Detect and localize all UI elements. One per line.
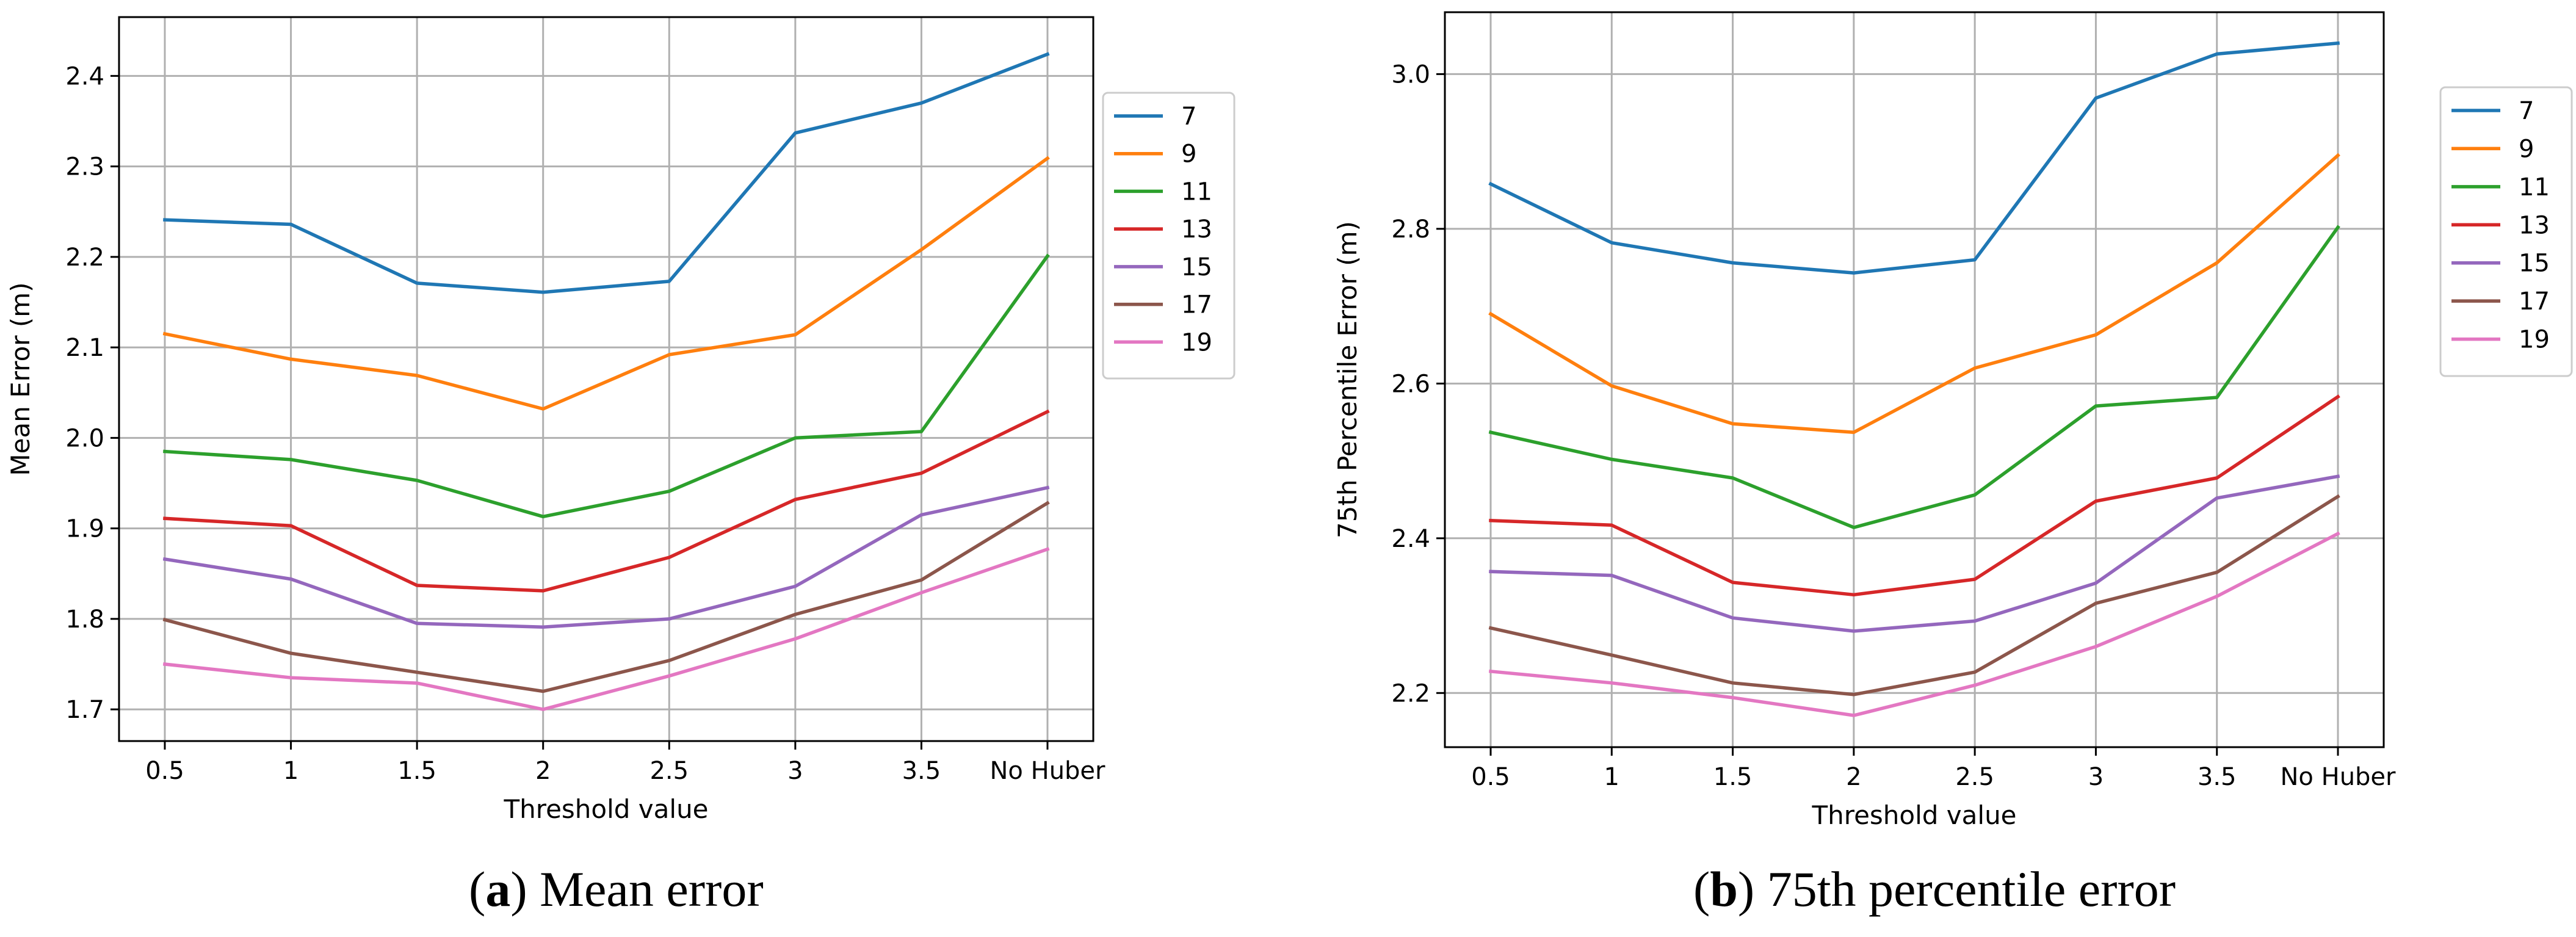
- y-tick-label: 1.8: [65, 606, 104, 634]
- chart-panel-b: 0.5 1 1.5 2 2.5 3 3.5 No Huber 2.2 2.4 2.6 2.8 3.0 Th…: [1333, 11, 2573, 830]
- y-tick-label: 2.3: [65, 153, 104, 181]
- x-tick-label: 2.5: [649, 757, 689, 785]
- x-tick-label: 2: [1846, 763, 1861, 791]
- y-tick-label: 2.2: [65, 244, 104, 272]
- y-axis-label: Mean Error (m): [5, 282, 35, 476]
- series-line-17: [1488, 494, 2340, 696]
- x-tick-label: 3.5: [902, 757, 941, 785]
- y-tick-label: 2.6: [1391, 370, 1430, 398]
- x-axis-label: Threshold value: [503, 794, 708, 824]
- caption-a: (a) Mean error: [469, 861, 764, 917]
- series-line-9: [1488, 153, 2340, 434]
- series-lines: [1488, 41, 2340, 717]
- x-tick-label: 3.5: [2198, 763, 2237, 791]
- legend-label-19: 19: [2519, 326, 2550, 354]
- legend-label-7: 7: [2519, 97, 2534, 125]
- legend-label-15: 15: [1181, 253, 1212, 281]
- series-lines: [162, 52, 1050, 711]
- plot-frame: [118, 16, 1094, 742]
- y-tick-label: 3.0: [1391, 60, 1430, 89]
- y-tick-label: 2.4: [1391, 525, 1430, 553]
- x-tick-label: 1: [283, 757, 298, 785]
- x-axis-label: Threshold value: [1811, 800, 2016, 830]
- legend: 7 9 11 13 15 17 19: [2439, 86, 2573, 377]
- plot-frame: [1444, 11, 2385, 748]
- series-line-13: [163, 409, 1050, 593]
- y-tick-label: 2.8: [1391, 215, 1430, 244]
- x-tick-label: 1: [1604, 763, 1619, 791]
- series-line-15: [1489, 474, 2340, 633]
- series-line-19: [1489, 531, 2340, 717]
- y-tick-label: 2.2: [1391, 679, 1430, 707]
- x-tick-label: No Huber: [990, 757, 1106, 785]
- grid: [119, 17, 1093, 741]
- legend-label-13: 13: [1181, 215, 1212, 244]
- series-line-11: [163, 253, 1050, 519]
- legend-label-9: 9: [2519, 135, 2534, 163]
- y-tick-label: 2.1: [65, 334, 104, 362]
- x-tick-label: 3: [787, 757, 803, 785]
- legend-label-19: 19: [1181, 328, 1212, 356]
- series-line-7: [163, 52, 1050, 294]
- series-line-7: [1488, 41, 2340, 275]
- legend-label-9: 9: [1181, 140, 1196, 168]
- x-tick-label: 1.5: [397, 757, 436, 785]
- legend-label-13: 13: [2519, 211, 2550, 239]
- x-tick-label: 3: [2088, 763, 2104, 791]
- x-tick-label: 0.5: [145, 757, 184, 785]
- y-tick-label: 1.7: [65, 696, 104, 724]
- legend-label-7: 7: [1181, 103, 1196, 131]
- x-tick-label: 0.5: [1471, 763, 1510, 791]
- chart-panel-a: 0.5 1 1.5 2 2.5 3 3.5 No Huber 1.7 1.8 1.9 2.0 2.1 2.…: [5, 16, 1236, 824]
- legend-label-15: 15: [2519, 250, 2550, 278]
- caption-b: (b) 75th percentile error: [1693, 861, 2176, 917]
- legend-label-17: 17: [2519, 288, 2550, 316]
- grid: [1445, 12, 2384, 747]
- y-tick-label: 2.4: [65, 62, 104, 90]
- legend-label-17: 17: [1181, 291, 1212, 319]
- legend-label-11: 11: [2519, 173, 2550, 201]
- legend-box: [1102, 92, 1236, 380]
- x-tick-label: No Huber: [2281, 763, 2397, 791]
- x-tick-label: 2.5: [1955, 763, 1994, 791]
- series-line-19: [162, 547, 1050, 711]
- series-line-15: [162, 485, 1050, 629]
- series-line-9: [162, 156, 1050, 411]
- y-axis-label: 75th Percentile Error (m): [1333, 221, 1362, 538]
- legend-box: [2439, 86, 2573, 377]
- series-line-17: [162, 501, 1050, 693]
- series-line-11: [1488, 225, 2340, 529]
- y-tick-label: 1.9: [65, 515, 104, 543]
- legend: 7 9 11 13 15 17 19: [1102, 92, 1236, 380]
- legend-label-11: 11: [1181, 178, 1212, 206]
- x-tick-label: 2: [535, 757, 551, 785]
- x-tick-label: 1.5: [1713, 763, 1753, 791]
- series-line-13: [1489, 394, 2340, 597]
- y-tick-label: 2.0: [65, 424, 104, 452]
